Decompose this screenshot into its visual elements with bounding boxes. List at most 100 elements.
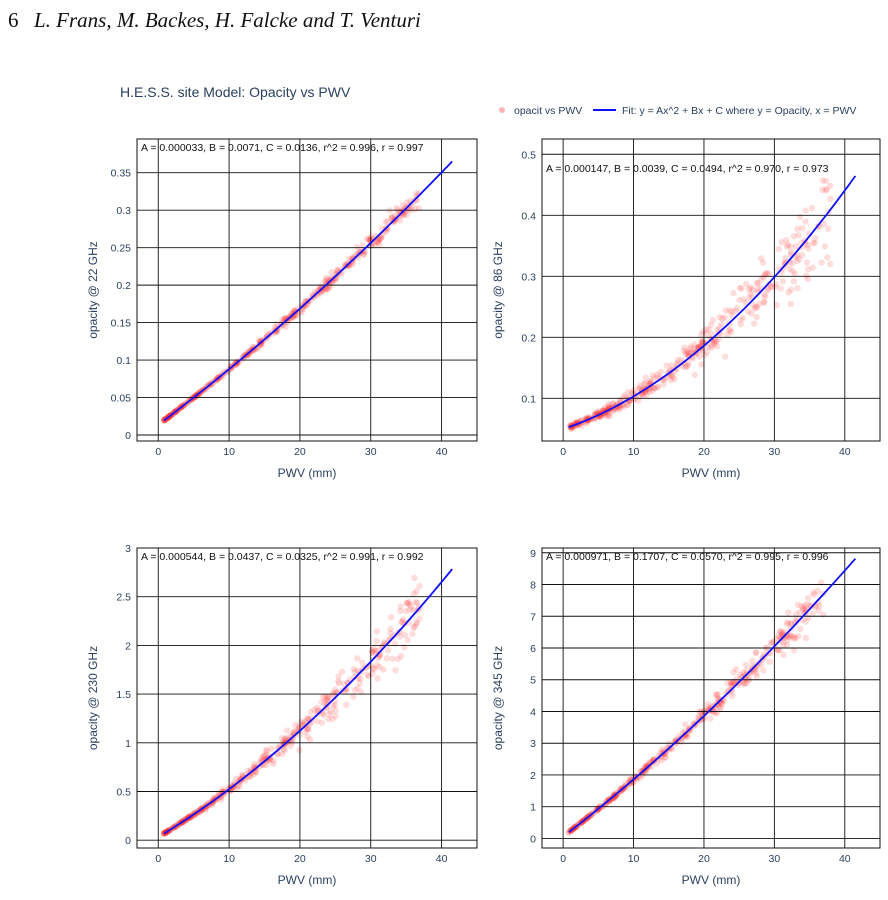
86ghz-x-tick-label: 30 xyxy=(769,446,781,458)
230ghz-scatter-point xyxy=(281,736,289,743)
86ghz-scatter-point xyxy=(740,296,747,303)
230ghz-scatter-point xyxy=(373,661,381,669)
86ghz-scatter-point xyxy=(667,367,674,374)
86ghz-scatter-point xyxy=(686,349,693,356)
230ghz-y-tick-label: 1.5 xyxy=(116,689,131,701)
86ghz-scatter-point xyxy=(624,388,631,396)
86ghz-scatter-point xyxy=(635,397,642,405)
230ghz-scatter-point xyxy=(239,771,246,778)
86ghz-scatter-point xyxy=(752,303,760,311)
86ghz-plot-frame xyxy=(541,138,881,442)
86ghz-scatter-point xyxy=(777,285,784,292)
345ghz-scatter-point xyxy=(709,702,717,710)
230ghz-x-tick-label: 20 xyxy=(294,853,306,865)
86ghz-scatter-point xyxy=(763,270,770,277)
22ghz-scatter-point xyxy=(302,298,310,305)
86ghz-scatter-point xyxy=(666,368,673,375)
22ghz-scatter-point xyxy=(349,255,356,262)
page-header: 6 L. Frans, M. Backes, H. Falcke and T. … xyxy=(0,0,888,44)
86ghz-scatter-point xyxy=(748,310,755,317)
86ghz-scatter-point xyxy=(786,265,793,272)
86ghz-scatter-point xyxy=(691,341,698,348)
86ghz-scatter-point xyxy=(820,220,828,228)
230ghz-x-tick-label: 30 xyxy=(365,853,377,865)
345ghz-scatter-point xyxy=(797,608,804,616)
345ghz-scatter-point xyxy=(809,610,816,617)
86ghz-scatter-point xyxy=(728,312,735,319)
345ghz-scatter-point xyxy=(752,664,759,671)
22ghz-y-tick-label: 0.25 xyxy=(111,243,132,255)
22ghz-scatter-point xyxy=(388,214,395,222)
345ghz-y-tick-label: 8 xyxy=(530,580,536,592)
22ghz-scatter-point xyxy=(401,204,409,211)
230ghz-scatter-point xyxy=(318,698,325,706)
230ghz-scatter-point xyxy=(304,725,311,732)
86ghz-scatter-point xyxy=(736,284,744,292)
86ghz-scatter-point xyxy=(824,254,831,261)
345ghz-x-tick-label: 10 xyxy=(628,853,640,865)
86ghz-scatter-point xyxy=(795,256,803,263)
345ghz-x-tick-label: 40 xyxy=(839,853,851,865)
230ghz-scatter-point xyxy=(389,655,396,662)
230ghz-scatter-point xyxy=(313,717,321,725)
86ghz-scatter-point xyxy=(724,331,731,338)
86ghz-scatter-point xyxy=(761,291,768,298)
86ghz-scatter-point xyxy=(677,356,685,364)
345ghz-scatter-point xyxy=(795,633,802,640)
86ghz-scatter-point xyxy=(802,218,809,225)
86ghz-scatter-point xyxy=(722,307,730,314)
86ghz-scatter-point xyxy=(810,239,817,247)
86ghz-scatter-point xyxy=(722,353,729,360)
86ghz-scatter-point xyxy=(742,299,749,306)
230ghz-scatter-point xyxy=(344,680,352,687)
86ghz-scatter-point xyxy=(650,385,658,392)
230ghz-scatter-point xyxy=(257,763,264,770)
22ghz-x-tick-label: 10 xyxy=(223,446,235,458)
230ghz-scatter-point xyxy=(308,715,315,722)
22ghz-scatter-point xyxy=(349,258,356,266)
345ghz-scatter-point xyxy=(741,671,749,678)
230ghz-scatter-point xyxy=(332,702,339,709)
22ghz-scatter-point xyxy=(284,314,291,322)
230ghz-scatter-point xyxy=(412,599,419,606)
230ghz-x-tick-label: 40 xyxy=(436,853,448,865)
345ghz-scatter-point xyxy=(785,633,793,641)
230ghz-scatter-point xyxy=(323,697,330,704)
86ghz-scatter-point xyxy=(737,316,744,324)
86ghz-scatter-point xyxy=(772,283,779,291)
86ghz-scatter-point xyxy=(721,314,728,321)
230ghz-scatter-point xyxy=(370,646,377,653)
86ghz-scatter-point xyxy=(687,343,694,350)
22ghz-scatter-point xyxy=(327,282,334,289)
86ghz-scatter-point xyxy=(710,339,718,346)
230ghz-scatter-point xyxy=(351,673,358,681)
345ghz-scatter-point xyxy=(740,669,747,676)
230ghz-scatter-point xyxy=(284,727,291,734)
legend[interactable]: opacit vs PWV Fit: y = Ax^2 + Bx + C whe… xyxy=(499,105,856,117)
345ghz-scatter-point xyxy=(776,646,783,654)
345ghz-scatter-point xyxy=(716,704,723,711)
230ghz-scatter-point xyxy=(338,668,346,675)
22ghz-scatter-point xyxy=(290,312,298,319)
230ghz-scatter-point xyxy=(258,761,266,769)
345ghz-scatter-point xyxy=(682,721,689,728)
22ghz-scatter-point xyxy=(413,192,421,199)
22ghz-scatter-point xyxy=(240,352,247,359)
22ghz-y-tick-label: 0 xyxy=(125,430,131,442)
230ghz-scatter-point xyxy=(270,760,277,767)
230ghz-scatter-point xyxy=(357,688,365,696)
230ghz-scatter-point xyxy=(324,695,331,702)
230ghz-scatter-point xyxy=(391,640,399,647)
230ghz-scatter-point xyxy=(399,619,406,626)
345ghz-scatter-point xyxy=(667,745,674,752)
230ghz-scatter-point xyxy=(327,708,334,715)
230ghz-scatter-point xyxy=(299,720,306,727)
345ghz-scatter-point xyxy=(611,790,618,798)
230ghz-scatter-point xyxy=(259,758,266,765)
345ghz-scatter-points xyxy=(565,579,827,836)
86ghz-scatter-point xyxy=(669,373,676,380)
86ghz-scatter-point xyxy=(578,422,585,430)
86ghz-scatter-point xyxy=(736,296,743,304)
86ghz-scatter-point xyxy=(761,298,768,305)
345ghz-scatter-point xyxy=(767,640,775,647)
